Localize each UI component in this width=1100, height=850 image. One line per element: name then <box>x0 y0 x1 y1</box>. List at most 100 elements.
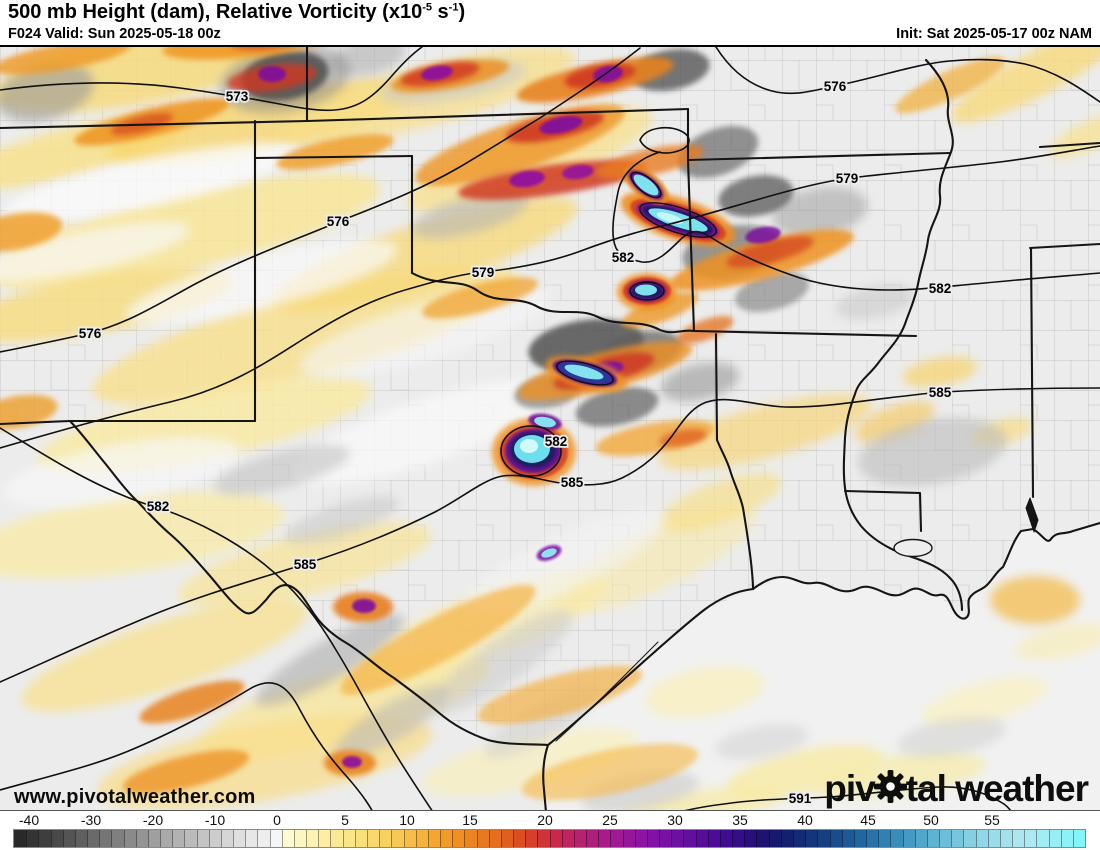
colorbar-segment <box>793 830 806 847</box>
colorbar-segment <box>841 830 854 847</box>
colorbar-segment <box>939 830 952 847</box>
colorbar-tick: -20 <box>142 812 164 828</box>
contour-label: 576 <box>79 326 102 341</box>
colorbar-segment <box>878 830 891 847</box>
colorbar-segment <box>671 830 684 847</box>
colorbar-segment <box>805 830 818 847</box>
watermark: www.pivotalweather.com <box>14 786 256 808</box>
colorbar-segment <box>756 830 769 847</box>
colorbar-segment <box>646 830 660 847</box>
colorbar-tick: 0 <box>273 812 281 828</box>
colorbar-segment <box>500 830 514 847</box>
colorbar-tick: 45 <box>860 812 876 828</box>
colorbar-segment <box>999 830 1013 847</box>
contour-label: 576 <box>327 214 350 229</box>
colorbar-tick: -40 <box>18 812 40 828</box>
colorbar-segment <box>683 830 696 847</box>
gear-icon <box>873 770 907 812</box>
colorbar-segment <box>427 830 441 847</box>
contour-label: 582 <box>612 250 635 265</box>
colorbar-segment <box>245 830 258 847</box>
contour-label: 579 <box>472 265 495 280</box>
colorbar-segment <box>573 830 587 847</box>
colorbar-segment <box>1060 830 1073 847</box>
colorbar-segment <box>233 830 246 847</box>
colorbar-segment <box>74 830 88 847</box>
colorbar-gradient <box>12 829 1087 848</box>
colorbar-segment <box>914 830 927 847</box>
colorbar-segment <box>866 830 879 847</box>
colorbar-segment <box>853 830 867 847</box>
colorbar-segment <box>780 830 793 847</box>
colorbar-tick: 25 <box>602 812 618 828</box>
colorbar-segment <box>184 830 197 847</box>
colorbar-segment <box>26 830 39 847</box>
colorbar-segment <box>111 830 124 847</box>
contour-label: 579 <box>836 171 859 186</box>
colorbar-segment <box>87 830 100 847</box>
colorbar-segment <box>902 830 915 847</box>
colorbar-segment <box>829 830 842 847</box>
colorbar-segment <box>293 830 307 847</box>
colorbar-segment <box>452 830 465 847</box>
colorbar-tick: 50 <box>923 812 939 828</box>
mississippi-river <box>842 58 964 612</box>
valid-time-label: F024 Valid: Sun 2025-05-18 00z <box>8 26 221 42</box>
colorbar-segment <box>391 830 404 847</box>
contour-label: 585 <box>294 557 317 572</box>
colorbar-tick: -10 <box>204 812 226 828</box>
contour-label: 576 <box>824 79 847 94</box>
colorbar-segment <box>208 830 221 847</box>
contour-label: 582 <box>929 281 952 296</box>
colorbar-segment <box>1048 830 1061 847</box>
colorbar-segment <box>561 830 574 847</box>
contour-labels: 573 576 576 576 579 579 582 582 582 582 585 585 585 5… <box>77 77 954 808</box>
colorbar-segment <box>147 830 161 847</box>
colorbar-segment <box>987 830 1000 847</box>
colorbar-segment <box>975 830 988 847</box>
pivotal-weather-logo: piv tal weather <box>824 766 1089 812</box>
colorbar-segment <box>403 830 416 847</box>
colorbar-segment <box>634 830 647 847</box>
colorbar-segment <box>135 830 148 847</box>
colorbar-segment <box>1072 830 1086 847</box>
colorbar-tick: 35 <box>732 812 748 828</box>
colorbar: -40 -30 -20 -10 0 5 10 15 20 25 30 35 40 45 50 55 <box>0 810 1100 850</box>
colorbar-segment <box>488 830 501 847</box>
colorbar-tick: -30 <box>80 812 102 828</box>
colorbar-segment <box>196 830 209 847</box>
lake-pontchartrain <box>893 538 933 558</box>
colorbar-segment <box>513 830 526 847</box>
colorbar-tick: 20 <box>537 812 553 828</box>
colorbar-segment <box>707 830 720 847</box>
vorticity-shading <box>0 47 1100 810</box>
colorbar-segment <box>354 830 367 847</box>
colorbar-segment <box>586 830 599 847</box>
colorbar-segment <box>1036 830 1049 847</box>
colorbar-segment <box>610 830 623 847</box>
colorbar-segment <box>549 830 562 847</box>
vort-max-rings <box>556 171 717 386</box>
colorbar-tick: 15 <box>462 812 478 828</box>
height-contours <box>0 47 1100 810</box>
init-time-label: Init: Sat 2025-05-17 00z NAM <box>896 26 1092 42</box>
page-title: 500 mb Height (dam), Relative Vorticity … <box>8 1 466 23</box>
colorbar-segment <box>817 830 830 847</box>
contour-label: 585 <box>561 475 584 490</box>
colorbar-segment <box>525 830 538 847</box>
colorbar-segment <box>537 830 550 847</box>
colorbar-segment <box>1012 830 1025 847</box>
colorbar-tick: 55 <box>984 812 1000 828</box>
colorbar-segment <box>963 830 976 847</box>
colorbar-segment <box>160 830 173 847</box>
colorbar-ticks: -40 -30 -20 -10 0 5 10 15 20 25 30 35 40 45 50 55 <box>0 811 1100 829</box>
colorbar-segment <box>38 830 51 847</box>
colorbar-segment <box>342 830 355 847</box>
colorbar-segment <box>464 830 477 847</box>
mobile-bay <box>1025 497 1039 533</box>
colorbar-segment <box>926 830 940 847</box>
colorbar-segment <box>744 830 757 847</box>
colorbar-segment <box>379 830 392 847</box>
contour-label: 585 <box>929 385 952 400</box>
